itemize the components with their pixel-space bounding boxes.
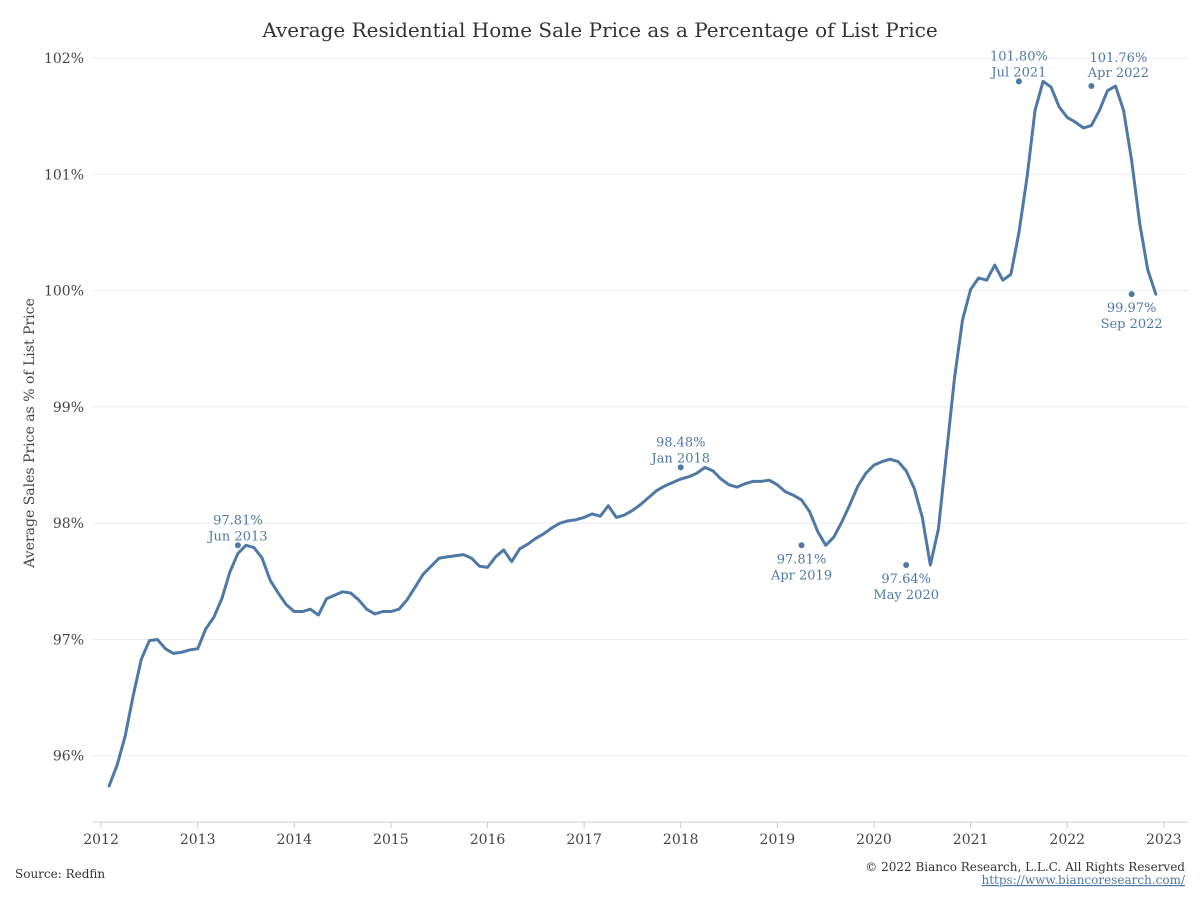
annotation-date-label: Jan 2018 — [649, 451, 710, 466]
annotation-date-label: Jun 2013 — [206, 529, 267, 544]
x-tick-label: 2022 — [1049, 832, 1085, 848]
annotation-value-label: 97.64% — [881, 572, 931, 587]
series-line — [107, 79, 1158, 788]
website-link[interactable]: https://www.biancoresearch.com/ — [981, 873, 1185, 887]
annotation-value-label: 97.81% — [213, 513, 263, 528]
annotation-point — [234, 542, 241, 549]
y-tick-label: 100% — [44, 284, 84, 300]
gridlines — [93, 57, 1188, 757]
annotation-points — [234, 78, 1135, 569]
annotation-value-label: 99.97% — [1107, 301, 1157, 316]
y-tick-label: 102% — [44, 51, 84, 67]
copyright-note: © 2022 Bianco Research, L.L.C. All Right… — [865, 860, 1185, 874]
chart-title: Average Residential Home Sale Price as a… — [261, 18, 937, 42]
annotation-value-label: 101.80% — [990, 49, 1048, 64]
annotation-value-label: 98.48% — [656, 435, 706, 450]
annotation-point — [1015, 78, 1022, 85]
y-axis-ticks: 96% 97% 98% 99% 100% 101% 102% — [44, 51, 84, 765]
x-tick-label: 2016 — [470, 832, 506, 848]
annotation-value-label: 97.81% — [777, 552, 827, 567]
x-tick-label: 2013 — [180, 832, 216, 848]
annotation-point — [798, 542, 805, 549]
x-tick-label: 2012 — [83, 832, 119, 848]
y-tick-label: 98% — [53, 516, 84, 532]
y-tick-label: 99% — [53, 400, 84, 416]
x-tick-label: 2020 — [856, 832, 892, 848]
x-tick-label: 2023 — [1146, 832, 1182, 848]
annotation-date-label: Sep 2022 — [1101, 317, 1163, 332]
annotation-date-label: Apr 2022 — [1087, 66, 1149, 81]
y-axis-label: Average Sales Price as % of List Price — [22, 298, 38, 569]
annotation-point — [1128, 291, 1135, 298]
y-tick-label: 101% — [44, 167, 84, 183]
annotation-date-label: Jul 2021 — [989, 65, 1046, 80]
x-tick-label: 2014 — [276, 832, 312, 848]
x-tick-label: 2018 — [663, 832, 699, 848]
annotation-date-label: May 2020 — [873, 588, 939, 603]
x-tick-label: 2019 — [760, 832, 796, 848]
annotation-point — [677, 464, 684, 471]
y-tick-label: 96% — [53, 749, 84, 765]
x-tick-label: 2017 — [566, 832, 602, 848]
annotation-point — [1088, 83, 1095, 90]
annotation-point — [903, 562, 910, 569]
annotation-date-label: Apr 2019 — [770, 568, 832, 583]
source-note: Source: Redfin — [15, 867, 105, 881]
annotation-value-label: 101.76% — [1089, 51, 1147, 66]
x-tick-label: 2015 — [373, 832, 409, 848]
x-tick-label: 2021 — [953, 832, 989, 848]
x-axis-ticks: 2012 2013 2014 2015 2016 2017 2018 2019 2020 2021… — [83, 822, 1182, 848]
y-tick-label: 97% — [53, 632, 84, 648]
